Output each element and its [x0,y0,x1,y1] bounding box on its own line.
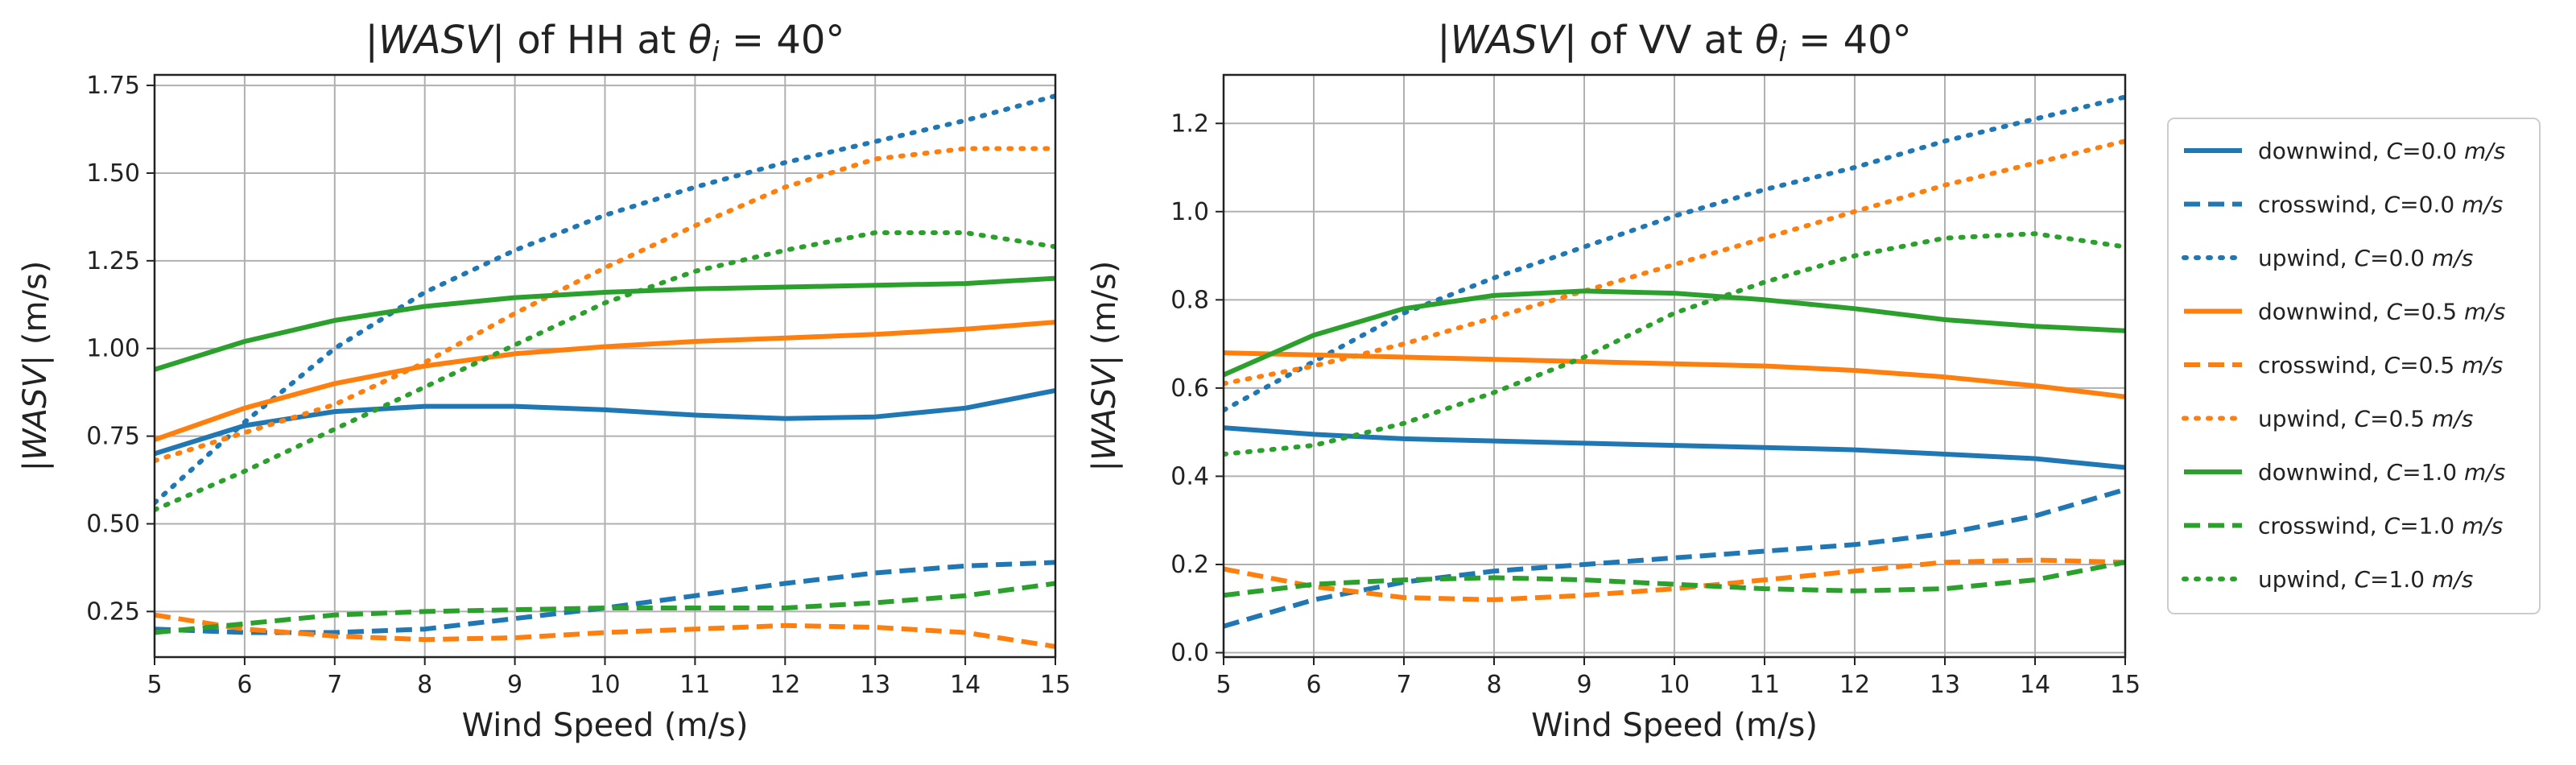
chart-title: |WASV| of HH at θi = 40° [365,18,845,68]
y-tick-label: 1.25 [86,247,140,275]
legend-frame [2167,118,2541,614]
series-line-upwind-8 [1224,231,2125,457]
y-tick-label: 0.8 [1170,286,1209,314]
y-tick-label: 0.75 [86,423,140,451]
legend-label: downwind, C=1.0 m/s [2258,459,2505,486]
legend-label: downwind, C=0.0 m/s [2258,138,2505,164]
y-tick-label: 1.2 [1170,110,1209,138]
chart-title: |WASV| of VV at θi = 40° [1437,18,1911,68]
legend-label: upwind, C=0.0 m/s [2258,245,2473,271]
x-tick-label: 8 [417,671,432,699]
series-line-downwind-0 [1224,425,2125,470]
series-line-crosswind-1 [1224,487,2125,629]
chart-panel-hh: 5 6 7 8 9 10 11 12 13 14 15 0.25 0.50 0.75 1.00 1.25 1.5… [17,18,1071,744]
x-tick-label: 15 [1040,671,1071,699]
y-tick-label: 1.0 [1170,198,1209,226]
x-tick-label: 7 [1396,671,1411,699]
legend-label: crosswind, C=1.0 m/s [2258,513,2503,540]
series-line-downwind-3 [1224,350,2125,399]
x-tick-label: 5 [1216,671,1231,699]
series-line-crosswind-4 [155,612,1055,649]
y-tick-label: 0.0 [1170,639,1209,668]
series-line-upwind-2 [1224,94,2125,413]
x-tick-label: 10 [1659,671,1690,699]
x-tick-label: 10 [589,671,620,699]
x-tick-label: 12 [770,671,800,699]
x-axis-label: Wind Speed (m/s) [1531,707,1818,744]
series-line-downwind-3 [155,320,1055,442]
chart-panel-vv: 5 6 7 8 9 10 11 12 13 14 15 0.0 0.2 0.4 0.6 0.8 1.0 1.2 Wi… [1086,18,2140,744]
x-tick-label: 9 [1576,671,1591,699]
y-axis-label: |WASV| (m/s) [1086,261,1123,472]
x-tick-label: 11 [1749,671,1780,699]
y-tick-label: 0.2 [1170,551,1209,579]
y-tick-label: 0.50 [86,510,140,538]
y-tick-label: 1.00 [86,335,140,363]
series-line-crosswind-7 [155,581,1055,635]
y-tick-label: 0.6 [1170,374,1209,403]
x-tick-label: 11 [679,671,710,699]
series-line-downwind-6 [1224,288,2125,378]
x-tick-label: 12 [1839,671,1870,699]
x-axis-label: Wind Speed (m/s) [462,707,749,744]
series-line-downwind-6 [155,275,1055,372]
x-tick-label: 14 [2020,671,2050,699]
y-tick-label: 1.75 [86,72,140,100]
legend-label: crosswind, C=0.0 m/s [2258,192,2503,218]
x-tick-label: 6 [237,671,252,699]
y-tick-label: 0.4 [1170,462,1209,490]
series-line-crosswind-4 [1224,557,2125,602]
x-tick-label: 15 [2110,671,2140,699]
x-tick-label: 6 [1306,671,1321,699]
legend-label: upwind, C=1.0 m/s [2258,566,2473,593]
series-line-crosswind-7 [1224,560,2125,598]
legend: downwind, C=0.0 m/s crosswind, C=0.0 m/s u… [2167,118,2541,614]
series-line-upwind-5 [155,146,1055,464]
x-tick-label: 8 [1486,671,1501,699]
y-tick-label: 0.25 [86,598,140,626]
legend-label: crosswind, C=0.5 m/s [2258,352,2503,378]
x-tick-label: 9 [507,671,522,699]
y-tick-label: 1.50 [86,159,140,188]
x-tick-label: 13 [860,671,890,699]
x-tick-label: 7 [327,671,342,699]
series-line-upwind-8 [155,230,1055,513]
y-axis-label: |WASV| (m/s) [17,261,54,472]
legend-label: upwind, C=0.5 m/s [2258,406,2473,432]
x-tick-label: 13 [1930,671,1960,699]
x-tick-label: 5 [147,671,162,699]
legend-label: downwind, C=0.5 m/s [2258,299,2505,325]
x-tick-label: 14 [950,671,980,699]
